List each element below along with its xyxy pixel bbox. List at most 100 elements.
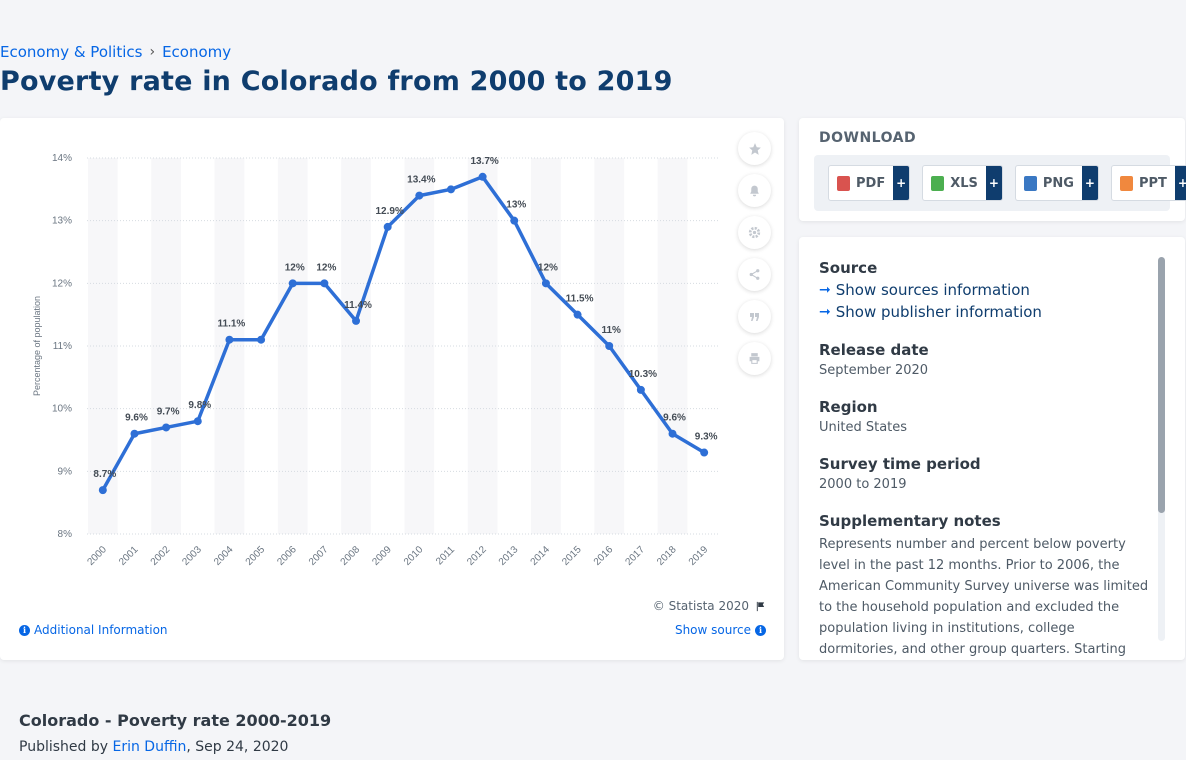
x-tick-label: 2015: [560, 544, 584, 568]
data-point: [541, 279, 550, 288]
download-pdf-button[interactable]: PDF +: [828, 165, 911, 201]
data-label: 13.4%: [407, 175, 435, 186]
y-tick-label: 10%: [52, 404, 72, 415]
data-label: 13.7%: [470, 156, 498, 167]
scrollbar-thumb[interactable]: [1158, 257, 1165, 513]
y-tick-label: 13%: [52, 216, 72, 227]
data-label: 8.7%: [93, 469, 116, 480]
data-point: [573, 310, 582, 319]
show-source-link[interactable]: Show source i: [675, 623, 766, 637]
data-label: 9.6%: [125, 413, 148, 424]
data-point: [130, 429, 139, 438]
chart-copyright: © Statista 2020: [653, 599, 766, 613]
favorite-icon[interactable]: [738, 132, 771, 165]
x-tick-label: 2006: [275, 544, 299, 568]
data-point: [700, 448, 709, 457]
download-png-button[interactable]: PNG +: [1014, 165, 1099, 201]
notification-icon[interactable]: [738, 174, 771, 207]
release-date-value: September 2020: [819, 363, 929, 378]
settings-icon[interactable]: [738, 216, 771, 249]
data-point: [257, 335, 266, 344]
breadcrumb-item-economy-politics[interactable]: Economy & Politics: [0, 43, 143, 61]
download-png-label: PNG: [1042, 175, 1074, 191]
plus-icon[interactable]: +: [1081, 166, 1098, 200]
chart-card: 8% 9% 10% 11% 12% 13% 14% Percentage of populat…: [0, 118, 784, 660]
x-tick-label: 2018: [655, 544, 679, 568]
supplementary-notes-label: Supplementary notes: [819, 512, 1001, 530]
png-file-icon: [1023, 175, 1037, 191]
column-band: [341, 158, 371, 534]
y-tick-label: 12%: [52, 278, 72, 289]
show-sources-link[interactable]: ➞ Show sources information: [819, 281, 1149, 299]
survey-period-label: Survey time period: [819, 455, 981, 473]
author-link[interactable]: Erin Duffin: [112, 739, 187, 755]
download-card: DOWNLOAD PDF + XLS + PNG + PPT +: [799, 118, 1186, 221]
chart-tools: [738, 132, 772, 384]
x-tick-label: 2010: [402, 544, 426, 568]
series-line: [101, 175, 706, 492]
release-date-label: Release date: [819, 341, 929, 359]
x-tick-label: 2001: [117, 544, 141, 568]
x-tick-label: 2004: [212, 544, 236, 568]
data-label: 13%: [506, 200, 526, 211]
data-label: 10.3%: [629, 369, 657, 380]
pdf-file-icon: [837, 175, 850, 191]
download-pdf-label: PDF: [856, 175, 886, 191]
data-label: 12%: [538, 262, 558, 273]
share-icon[interactable]: [738, 258, 771, 291]
data-point: [605, 342, 614, 350]
plus-icon[interactable]: +: [1174, 166, 1186, 200]
supplementary-notes-text: Represents number and percent below pove…: [819, 537, 1149, 657]
y-tick-label: 11%: [53, 341, 72, 352]
column-band: [467, 158, 498, 534]
xls-file-icon: [931, 175, 945, 191]
y-axis-label: Percentage of population: [32, 296, 42, 396]
data-label: 9.3%: [695, 432, 718, 443]
copyright-text: © Statista 2020: [652, 599, 749, 613]
data-label: 11.1%: [218, 319, 246, 330]
print-icon[interactable]: [738, 342, 771, 375]
info-scrollbar[interactable]: [1158, 257, 1165, 641]
show-publisher-link[interactable]: ➞ Show publisher information: [819, 303, 1149, 321]
cite-icon[interactable]: [738, 300, 771, 333]
data-point: [383, 222, 392, 231]
data-label: 9.6%: [663, 413, 686, 424]
x-tick-label: 2000: [85, 544, 109, 568]
data-label: 12%: [285, 262, 305, 273]
data-point: [98, 486, 107, 495]
page-title: Poverty rate in Colorado from 2000 to 20…: [0, 66, 673, 97]
additional-information-link[interactable]: i Additional Information: [19, 623, 168, 637]
data-label: 9.8%: [188, 400, 211, 411]
data-label: 9.7%: [157, 406, 180, 417]
download-title: DOWNLOAD: [819, 130, 917, 146]
breadcrumb: Economy & Politics › Economy: [0, 43, 231, 61]
published-date: , Sep 24, 2020: [186, 739, 289, 755]
x-tick-label: 2017: [623, 544, 647, 568]
data-point: [352, 316, 361, 325]
x-tick-label: 2005: [244, 544, 268, 568]
survey-period-value: 2000 to 2019: [819, 477, 907, 492]
x-tick-label: 2013: [497, 544, 521, 568]
data-point: [478, 172, 487, 181]
data-point: [510, 216, 519, 225]
plus-icon[interactable]: +: [893, 166, 910, 200]
y-tick-label: 8%: [58, 529, 73, 540]
data-label: 11.4%: [344, 300, 372, 311]
additional-information-label: Additional Information: [34, 623, 168, 637]
region-value: United States: [819, 420, 908, 435]
download-xls-button[interactable]: XLS +: [922, 165, 1003, 201]
download-ppt-label: PPT: [1138, 175, 1167, 191]
arrow-right-icon: ➞: [819, 282, 831, 298]
download-xls-label: XLS: [950, 175, 978, 191]
show-publisher-label: Show publisher information: [835, 303, 1042, 321]
data-point: [193, 417, 202, 426]
download-ppt-button[interactable]: PPT +: [1110, 165, 1186, 201]
breadcrumb-separator: ›: [149, 44, 156, 60]
x-tick-label: 2007: [307, 544, 331, 568]
info-icon: i: [755, 624, 766, 636]
breadcrumb-item-economy[interactable]: Economy: [162, 43, 232, 61]
region-label: Region: [819, 398, 878, 416]
plus-icon[interactable]: +: [985, 166, 1002, 200]
data-label: 12.9%: [375, 206, 403, 217]
flag-icon[interactable]: [755, 601, 766, 612]
